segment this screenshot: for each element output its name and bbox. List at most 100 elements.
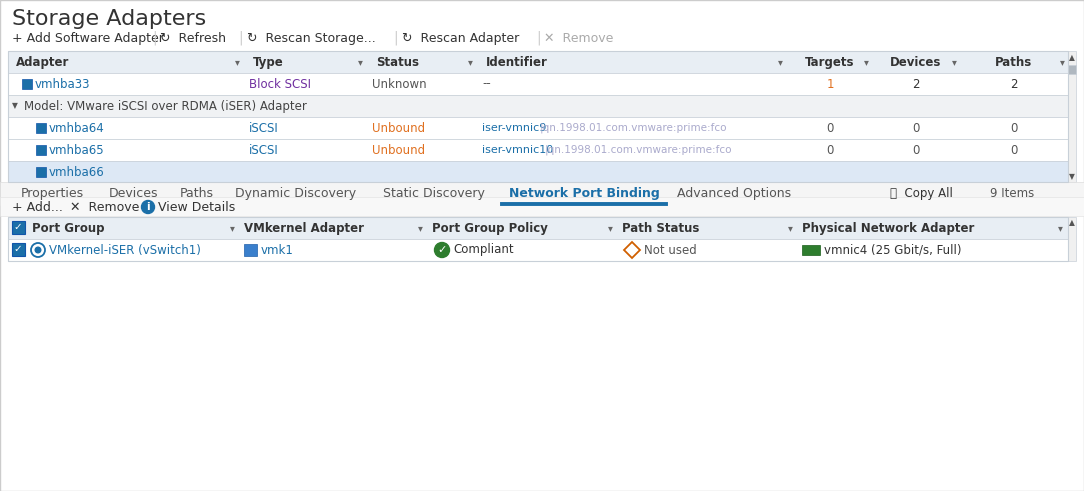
- Text: ▲: ▲: [1069, 218, 1075, 227]
- Text: vmnic4 (25 Gbit/s, Full): vmnic4 (25 Gbit/s, Full): [824, 244, 962, 256]
- Text: 9 Items: 9 Items: [990, 187, 1034, 199]
- Text: vmhba66: vmhba66: [49, 165, 105, 179]
- Text: Model: VMware iSCSI over RDMA (iSER) Adapter: Model: VMware iSCSI over RDMA (iSER) Ada…: [24, 100, 307, 112]
- Text: vmhba65: vmhba65: [49, 143, 105, 157]
- Text: Paths: Paths: [995, 55, 1033, 69]
- Text: Storage Adapters: Storage Adapters: [12, 9, 206, 29]
- Text: ✓: ✓: [437, 245, 447, 255]
- Text: ▾: ▾: [1060, 57, 1064, 67]
- Text: ▾: ▾: [608, 223, 612, 233]
- Text: 2: 2: [913, 78, 919, 90]
- Bar: [0, 197, 1084, 216]
- Text: Network Port Binding: Network Port Binding: [508, 187, 659, 200]
- Bar: [36, 123, 46, 133]
- Text: 0: 0: [1010, 121, 1018, 135]
- Text: ▾: ▾: [418, 223, 423, 233]
- Text: Type: Type: [253, 55, 284, 69]
- Bar: [1068, 65, 1076, 74]
- Text: Targets: Targets: [805, 55, 855, 69]
- Text: ▾: ▾: [952, 57, 957, 67]
- Text: vmk1: vmk1: [261, 244, 294, 256]
- Circle shape: [35, 247, 41, 253]
- Text: i: i: [146, 202, 150, 212]
- Bar: [1068, 217, 1076, 261]
- Text: iSCSI: iSCSI: [249, 121, 279, 135]
- Text: 0: 0: [913, 143, 919, 157]
- Bar: [12, 243, 25, 256]
- Text: Port Group Policy: Port Group Policy: [433, 221, 547, 235]
- Text: ▾: ▾: [235, 57, 240, 67]
- Text: ✕  Remove: ✕ Remove: [544, 31, 614, 45]
- Text: View Details: View Details: [158, 200, 235, 214]
- Bar: [8, 217, 1068, 239]
- Text: vmhba33: vmhba33: [35, 78, 90, 90]
- Text: Unknown: Unknown: [372, 78, 427, 90]
- Text: ▲: ▲: [1069, 54, 1075, 62]
- Circle shape: [435, 243, 450, 257]
- Bar: [22, 79, 33, 89]
- Text: ▾: ▾: [468, 57, 473, 67]
- Text: Dynamic Discovery: Dynamic Discovery: [235, 187, 357, 200]
- Text: Adapter: Adapter: [16, 55, 69, 69]
- Bar: [8, 51, 1068, 182]
- Text: |: |: [238, 31, 243, 45]
- Text: Static Discovery: Static Discovery: [384, 187, 486, 200]
- Text: Compliant: Compliant: [453, 244, 514, 256]
- Text: VMkernel-iSER (vSwitch1): VMkernel-iSER (vSwitch1): [49, 244, 201, 256]
- Text: |qn.1998.01.com.vmware:prime:fco: |qn.1998.01.com.vmware:prime:fco: [539, 123, 726, 133]
- Text: Path Status: Path Status: [622, 221, 699, 235]
- Text: Advanced Options: Advanced Options: [676, 187, 790, 200]
- Bar: [8, 183, 1076, 202]
- Text: 2: 2: [1010, 78, 1018, 90]
- Text: 0: 0: [826, 143, 834, 157]
- Text: Physical Network Adapter: Physical Network Adapter: [802, 221, 975, 235]
- Text: ▾: ▾: [864, 57, 869, 67]
- Text: ▾: ▾: [230, 223, 235, 233]
- Bar: [8, 217, 1068, 261]
- Text: VMkernel Adapter: VMkernel Adapter: [244, 221, 364, 235]
- Text: + Add Software Adapter: + Add Software Adapter: [12, 31, 164, 45]
- Text: Properties: Properties: [21, 187, 83, 200]
- Bar: [8, 73, 1068, 95]
- Circle shape: [142, 200, 155, 214]
- Text: |: |: [535, 31, 541, 45]
- Bar: [1068, 51, 1076, 182]
- Text: ✓: ✓: [14, 244, 23, 254]
- Text: Port Group: Port Group: [33, 221, 104, 235]
- Text: 0: 0: [826, 121, 834, 135]
- Bar: [8, 161, 1068, 182]
- Text: iSCSI: iSCSI: [249, 143, 279, 157]
- Text: iser-vmnic10: iser-vmnic10: [482, 145, 553, 155]
- Text: Paths: Paths: [179, 187, 214, 200]
- Text: ▾: ▾: [358, 57, 363, 67]
- Bar: [244, 244, 257, 256]
- Bar: [8, 95, 1068, 117]
- Text: ✕  Remove: ✕ Remove: [70, 200, 140, 214]
- Text: ⎘  Copy All: ⎘ Copy All: [890, 187, 953, 199]
- Text: Status: Status: [376, 55, 420, 69]
- Text: iser-vmnic9: iser-vmnic9: [482, 123, 546, 133]
- Text: vmhba64: vmhba64: [49, 121, 105, 135]
- Text: |qn.1998.01.com.vmware:prime:fco: |qn.1998.01.com.vmware:prime:fco: [544, 145, 732, 155]
- Text: ▾: ▾: [778, 57, 783, 67]
- Text: --: --: [482, 78, 491, 90]
- Text: ▾: ▾: [1058, 223, 1063, 233]
- Text: Block SCSI: Block SCSI: [249, 78, 311, 90]
- Text: Identifier: Identifier: [486, 55, 547, 69]
- Text: 0: 0: [1010, 143, 1018, 157]
- Text: ▼: ▼: [12, 102, 17, 110]
- Text: |: |: [152, 31, 156, 45]
- Bar: [8, 51, 1068, 73]
- Text: ✓: ✓: [14, 222, 23, 232]
- Text: ↻  Rescan Adapter: ↻ Rescan Adapter: [402, 31, 519, 45]
- Text: ↻  Refresh: ↻ Refresh: [160, 31, 225, 45]
- Text: ▾: ▾: [788, 223, 792, 233]
- Text: Devices: Devices: [890, 55, 942, 69]
- Bar: [8, 139, 1068, 161]
- Text: Not used: Not used: [644, 244, 697, 256]
- Bar: [8, 117, 1068, 139]
- Text: 0: 0: [913, 121, 919, 135]
- Bar: [36, 145, 46, 155]
- Text: Unbound: Unbound: [372, 121, 425, 135]
- Text: Devices: Devices: [108, 187, 158, 200]
